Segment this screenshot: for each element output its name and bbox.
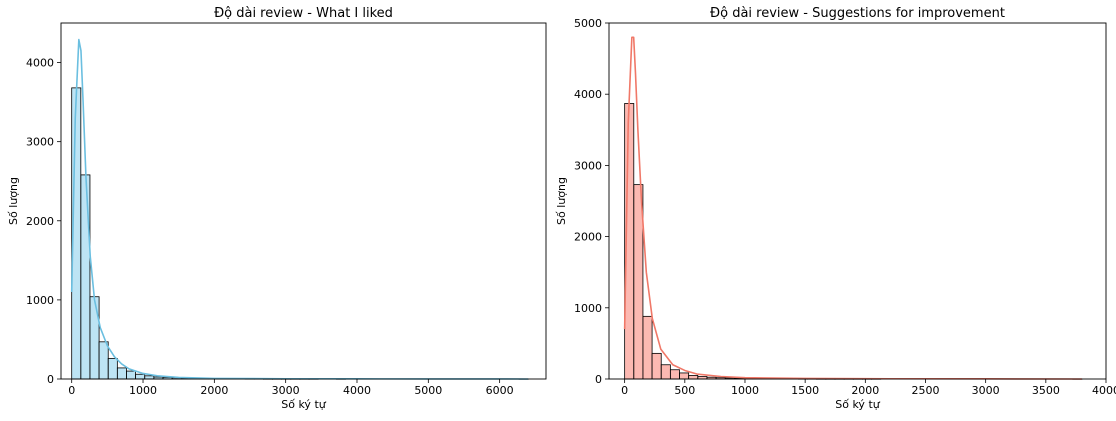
histogram-bar [90, 297, 99, 379]
histogram-bar [670, 370, 679, 379]
x-axis-label: Số ký tự [835, 398, 881, 411]
x-tick-label: 5000 [414, 384, 442, 397]
y-tick-label: 0 [595, 373, 602, 386]
chart-title: Độ dài review - Suggestions for improvem… [710, 6, 1005, 21]
x-tick-label: 6000 [486, 384, 514, 397]
histogram-bar [117, 368, 126, 379]
x-tick-label: 2500 [911, 384, 939, 397]
x-axis-label: Số ký tự [281, 398, 327, 411]
histogram-bar [108, 358, 117, 379]
y-tick-label: 1000 [574, 302, 602, 315]
x-tick-label: 1000 [731, 384, 759, 397]
chart-panel-2: 0 500 1000 1500 2000 2500 3000 3500 4000 0 1000 200… [555, 6, 1116, 411]
y-tick-label: 0 [47, 373, 54, 386]
x-tick-label: 2000 [200, 384, 228, 397]
y-tick-label: 3000 [26, 136, 54, 149]
histogram-bar [643, 316, 652, 379]
x-tick-label: 3000 [272, 384, 300, 397]
y-tick-label: 2000 [26, 215, 54, 228]
x-tick-label: 0 [621, 384, 628, 397]
histogram-bar [689, 375, 698, 379]
y-axis-label: Số lượng [7, 177, 20, 225]
histogram-bars [625, 103, 1082, 379]
histogram-bar [99, 342, 108, 379]
y-tick-label: 5000 [574, 17, 602, 30]
histogram-bar [136, 374, 145, 379]
histogram-bars [72, 88, 528, 379]
histogram-bar [652, 353, 661, 379]
x-tick-label: 2000 [851, 384, 879, 397]
x-tick-label: 1500 [791, 384, 819, 397]
kde-curve [72, 40, 528, 379]
x-tick-label: 1000 [129, 384, 157, 397]
y-tick-label: 2000 [574, 231, 602, 244]
chart-panel-1: 0 1000 2000 3000 4000 5000 6000 0 1000 2000 3000 40… [7, 6, 546, 411]
x-tick-label: 3500 [1032, 384, 1060, 397]
histogram-bar [661, 365, 670, 379]
histogram-bar [680, 373, 689, 379]
x-tick-label: 500 [674, 384, 695, 397]
histogram-bar [81, 175, 90, 379]
x-tick-label: 0 [68, 384, 75, 397]
y-axis-label: Số lượng [555, 177, 568, 225]
histogram-bar [145, 376, 154, 379]
y-tick-label: 4000 [26, 57, 54, 70]
x-tick-label: 4000 [343, 384, 371, 397]
x-tick-label: 3000 [972, 384, 1000, 397]
y-tick-label: 1000 [26, 294, 54, 307]
axes-frame [61, 23, 546, 379]
chart-title: Độ dài review - What I liked [214, 6, 393, 21]
y-tick-label: 3000 [574, 159, 602, 172]
x-tick-label: 4000 [1092, 384, 1116, 397]
histogram-bar [126, 371, 135, 379]
kde-curve [625, 37, 1082, 379]
axes-frame [609, 23, 1106, 379]
y-tick-label: 4000 [574, 88, 602, 101]
